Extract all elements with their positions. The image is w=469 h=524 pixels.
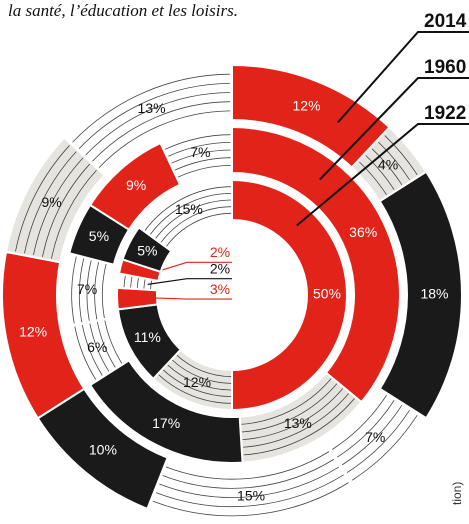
hatch-line [94, 262, 100, 320]
hatch-line [177, 164, 231, 178]
chart-title: la santé, l’éducation et les loisirs. [8, 1, 238, 20]
data-label: 10% [89, 442, 117, 458]
hatch-line [78, 258, 85, 323]
hatch-line [384, 135, 418, 176]
hatch-line [171, 149, 231, 164]
hatch-line [123, 275, 126, 288]
ring-segment [137, 178, 233, 253]
data-label: 7% [365, 429, 385, 445]
hatch-line [152, 482, 349, 517]
data-label: 12% [293, 97, 321, 113]
hatch-line [168, 141, 231, 157]
data-label: 13% [284, 415, 312, 431]
hatch-line [242, 388, 344, 441]
hatch-line [162, 369, 231, 398]
leader-line [147, 278, 232, 285]
data-label: 9% [126, 177, 146, 193]
data-label: 9% [41, 194, 61, 210]
hatch-line [155, 474, 344, 508]
hatch-line [78, 82, 230, 149]
hatch-line [51, 170, 97, 259]
hatch-line [171, 359, 232, 384]
data-label: 7% [190, 144, 210, 160]
hatch-line [158, 374, 231, 404]
series-name: 1922 [424, 103, 466, 124]
legend-leader [319, 77, 469, 181]
data-label: 5% [137, 243, 157, 259]
hatch-line [243, 398, 355, 456]
data-label: 2% [210, 260, 230, 276]
data-label: 2% [210, 244, 230, 260]
hatch-line [176, 354, 232, 378]
leader-line [147, 297, 232, 300]
series-name: 1960 [424, 57, 466, 78]
hatch-line [341, 404, 403, 466]
hatch-line [92, 101, 231, 162]
hatch-line [101, 263, 107, 319]
hatch-line [24, 151, 77, 254]
side-note: tion) [450, 482, 464, 505]
hatch-line [365, 155, 395, 190]
hatch-line [104, 320, 123, 364]
data-label: 15% [175, 201, 203, 217]
hatch-line [243, 393, 349, 448]
data-label: 17% [152, 415, 180, 431]
legend-leader [296, 123, 469, 227]
hatch-line [96, 322, 116, 368]
hatch-line [241, 378, 332, 425]
hatch-line [371, 148, 403, 186]
hatch-line [378, 141, 410, 181]
hatch-line [159, 466, 340, 498]
ring-segment [231, 125, 401, 404]
hatch-line [42, 163, 91, 257]
hatch-line [15, 145, 70, 252]
hatch-line [337, 400, 395, 458]
data-label: 6% [87, 339, 107, 355]
ring-segment [231, 178, 348, 412]
hatch-line [130, 276, 133, 288]
hatch-line [165, 451, 330, 480]
hatch-line [167, 364, 232, 391]
data-label: 5% [89, 228, 109, 244]
series-name: 2014 [424, 11, 467, 32]
legend-leader [337, 31, 469, 124]
data-label: 12% [19, 324, 47, 340]
data-label: 11% [134, 329, 161, 345]
hatch-line [155, 199, 232, 239]
hatch-line [71, 256, 77, 324]
hatch-line [241, 383, 338, 433]
data-label: 15% [237, 487, 265, 503]
hatch-line [72, 73, 230, 143]
hatch-line [166, 212, 232, 247]
hatch-line [81, 325, 103, 376]
hatch-line [85, 92, 230, 156]
hatch-line [150, 192, 231, 235]
data-label: 4% [378, 157, 398, 173]
hatch-line [165, 134, 231, 150]
data-label: 18% [420, 286, 448, 302]
ring-segment [159, 125, 233, 186]
hatch-line [144, 186, 231, 231]
data-label: 12% [183, 374, 211, 390]
hatch-line [160, 206, 232, 243]
hatch-line [33, 157, 84, 256]
hatch-line [359, 161, 387, 195]
data-label: 7% [77, 281, 97, 297]
hatch-line [86, 260, 92, 321]
hatch-line [174, 157, 231, 171]
hatch-line [162, 458, 335, 489]
data-label: 3% [210, 281, 230, 297]
hatch-line [98, 110, 231, 168]
data-label: 36% [349, 224, 377, 240]
hatch-line [351, 414, 418, 481]
data-label: 50% [313, 286, 341, 302]
hatch-line [332, 395, 387, 450]
data-label: 13% [138, 100, 166, 116]
hatch-line [74, 326, 97, 380]
hatch-line [89, 323, 110, 372]
ring-segment [116, 286, 159, 311]
hatch-line [346, 409, 410, 473]
